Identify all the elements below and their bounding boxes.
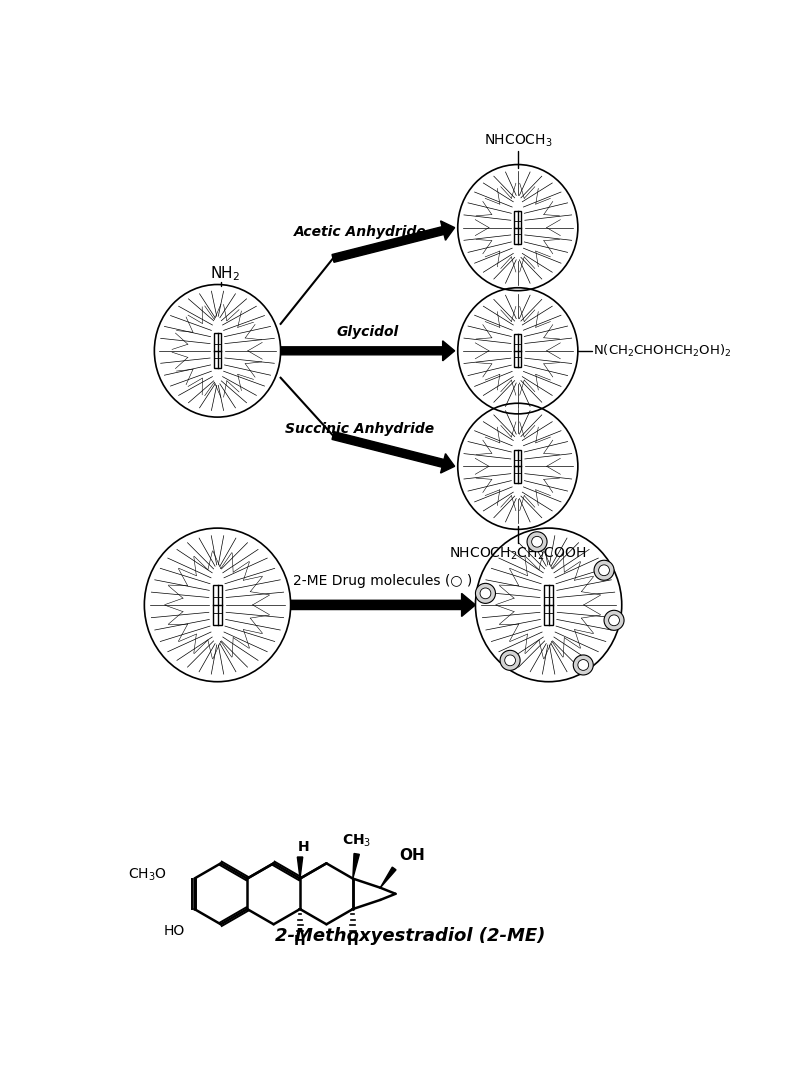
Text: H: H <box>347 933 358 948</box>
Text: HO: HO <box>164 924 185 938</box>
Bar <box>514 450 522 483</box>
Circle shape <box>527 531 547 552</box>
Polygon shape <box>281 341 454 361</box>
Circle shape <box>594 560 614 580</box>
Circle shape <box>598 564 610 575</box>
Text: NHCOCH$_3$: NHCOCH$_3$ <box>483 133 552 149</box>
Circle shape <box>475 584 495 603</box>
Text: CH$_3$O: CH$_3$O <box>129 867 167 883</box>
Text: Succinic Anhydride: Succinic Anhydride <box>286 421 434 435</box>
Circle shape <box>574 655 594 675</box>
Text: 2-ME Drug molecules (○ ): 2-ME Drug molecules (○ ) <box>294 574 473 588</box>
Circle shape <box>480 588 491 599</box>
Bar <box>544 585 553 625</box>
Circle shape <box>578 660 589 670</box>
Text: N(CH$_2$CHOHCH$_2$OH)$_2$: N(CH$_2$CHOHCH$_2$OH)$_2$ <box>594 343 732 359</box>
Text: Glycidol: Glycidol <box>337 325 398 339</box>
Polygon shape <box>332 432 454 474</box>
Bar <box>514 335 522 368</box>
Circle shape <box>609 615 619 625</box>
Polygon shape <box>353 853 359 879</box>
Text: H: H <box>294 933 306 948</box>
Circle shape <box>505 655 515 666</box>
Text: NH$_2$: NH$_2$ <box>210 264 240 283</box>
Text: NHCOCH$_2$CH$_2$COOH: NHCOCH$_2$CH$_2$COOH <box>450 545 586 562</box>
Text: 2-Methoxyestradiol (2-ME): 2-Methoxyestradiol (2-ME) <box>275 927 545 945</box>
Polygon shape <box>332 221 454 262</box>
Bar <box>213 585 222 625</box>
Text: H: H <box>298 840 310 854</box>
Text: Acetic Anhydride: Acetic Anhydride <box>294 226 426 239</box>
Bar <box>214 334 222 368</box>
Circle shape <box>500 650 520 670</box>
Circle shape <box>532 537 542 547</box>
Polygon shape <box>298 857 302 879</box>
Circle shape <box>604 610 624 631</box>
Polygon shape <box>380 867 396 887</box>
Polygon shape <box>290 593 475 617</box>
Bar <box>514 211 522 244</box>
Text: CH$_3$: CH$_3$ <box>342 833 371 849</box>
Text: OH: OH <box>399 848 426 863</box>
